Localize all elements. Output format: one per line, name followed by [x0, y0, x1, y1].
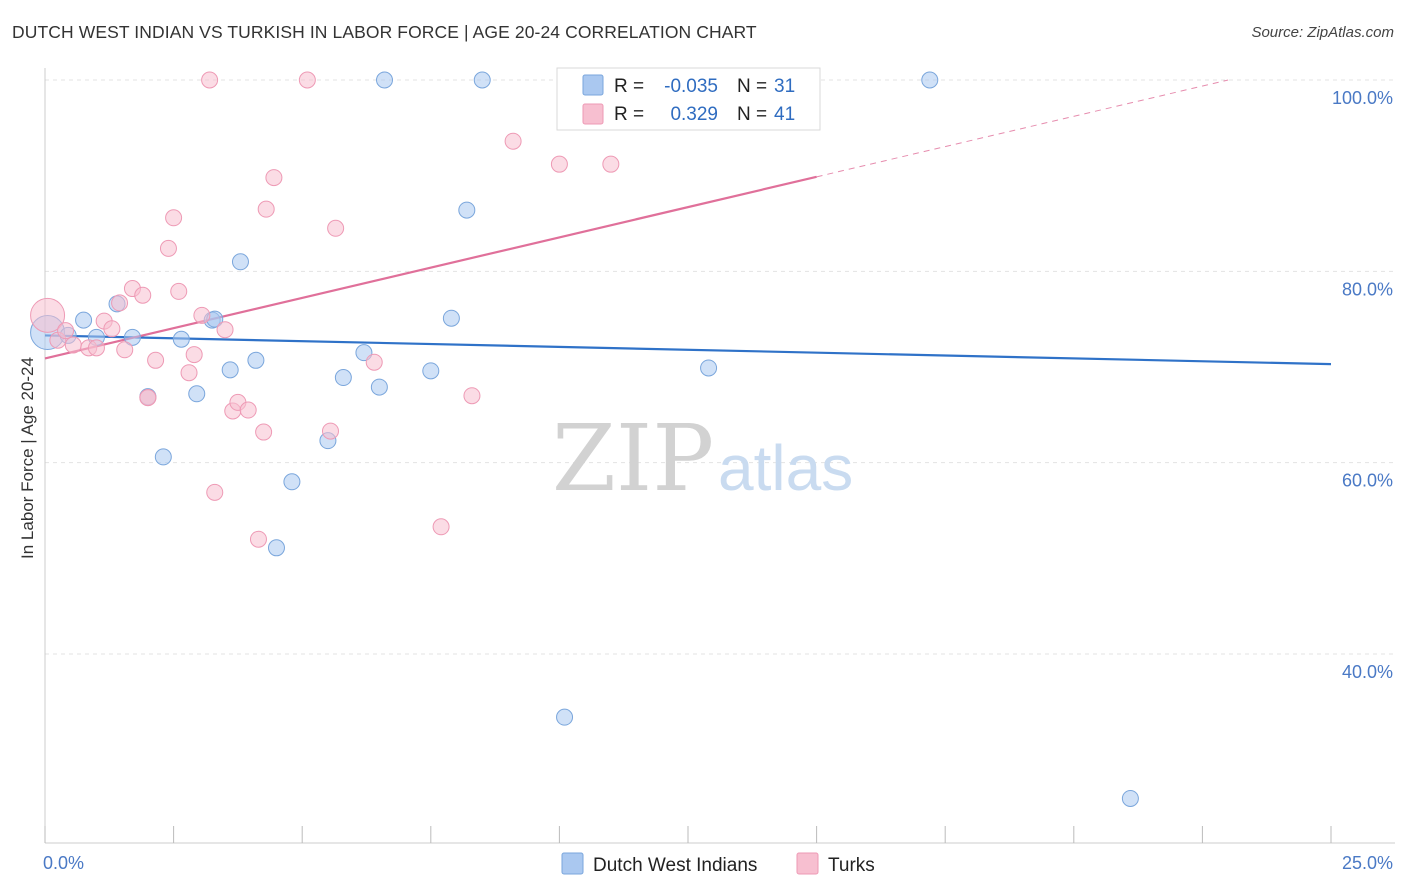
x-tick-label: 25.0% [1342, 853, 1393, 873]
point-turks [201, 71, 219, 89]
point-turks [504, 132, 522, 150]
legend-n-label: N = [737, 104, 767, 125]
point-turks [206, 483, 224, 501]
point-turks [327, 219, 345, 237]
point-dutch-west-indians [458, 201, 476, 219]
point-dutch-west-indians [334, 369, 352, 387]
y-axis-title: In Labor Force | Age 20-24 [18, 357, 37, 559]
legend-r-value: -0.035 [664, 76, 718, 97]
point-turks [602, 155, 620, 173]
trendline-turks-extension [816, 79, 1229, 178]
point-turks [180, 364, 198, 382]
y-tick-label: 40.0% [1342, 662, 1393, 682]
point-turks [165, 209, 183, 227]
legend-n-value: 31 [774, 76, 795, 97]
point-dutch-west-indians [370, 378, 388, 396]
legend-r-value: 0.329 [670, 104, 718, 125]
point-dutch-west-indians [700, 359, 718, 377]
legend-label-turks: Turks [828, 855, 875, 876]
point-dutch-west-indians [154, 448, 172, 466]
y-tick-label: 60.0% [1342, 471, 1393, 491]
watermark: ZIP atlas [552, 405, 853, 512]
point-turks [249, 530, 267, 548]
y-tick-label: 100.0% [1332, 88, 1393, 108]
legend-swatch-turks [796, 852, 819, 875]
x-tick-label: 0.0% [43, 853, 84, 873]
legend-n-label: N = [737, 76, 767, 97]
point-turks [298, 71, 316, 89]
point-turks [170, 282, 188, 300]
point-dutch-west-indians [221, 361, 239, 379]
point-turks [87, 339, 105, 357]
point-turks [365, 353, 383, 371]
point-dutch-west-indians [1121, 789, 1139, 807]
point-dutch-west-indians [442, 309, 460, 327]
legend-swatch-blue [582, 74, 604, 96]
gridlines [45, 79, 1395, 655]
point-dutch-west-indians [283, 473, 301, 491]
chart-title: DUTCH WEST INDIAN VS TURKISH IN LABOR FO… [12, 22, 757, 42]
point-dutch-west-indians [267, 539, 285, 557]
point-dutch-west-indians [75, 311, 93, 329]
trend-lines [44, 79, 1332, 366]
point-turks [432, 518, 450, 536]
legend-swatch-pink [582, 103, 604, 125]
point-turks [255, 423, 273, 441]
legend-r-label: R = [614, 104, 644, 125]
point-turks [216, 321, 234, 339]
point-dutch-west-indians [172, 330, 190, 348]
point-turks [64, 336, 82, 354]
point-turks [116, 341, 134, 359]
point-turks [147, 351, 165, 369]
point-dutch-west-indians [247, 351, 265, 369]
point-turks [159, 239, 177, 257]
point-dutch-west-indians [123, 328, 141, 346]
point-dutch-west-indians [473, 71, 491, 89]
point-dutch-west-indians [231, 253, 249, 271]
legend-swatch-dutch-west-indians [561, 852, 584, 875]
data-points [30, 71, 1139, 807]
point-turks [134, 286, 152, 304]
legend-label-dutch-west-indians: Dutch West Indians [593, 855, 757, 876]
point-turks [185, 346, 203, 364]
point-turks [193, 306, 211, 324]
point-turks [103, 320, 121, 338]
point-dutch-west-indians [422, 362, 440, 380]
point-turks [463, 387, 481, 405]
trendline-turks [44, 175, 817, 360]
point-dutch-west-indians [921, 71, 939, 89]
legend-n-value: 41 [774, 104, 795, 125]
axes [44, 68, 1395, 844]
watermark-atlas: atlas [718, 432, 853, 504]
point-turks [111, 294, 129, 312]
point-turks [139, 389, 157, 407]
tick-labels: 40.0% 60.0% 80.0% 100.0% 0.0% 25.0% [43, 88, 1393, 873]
point-turks [30, 297, 66, 333]
watermark-zip: ZIP [552, 405, 714, 512]
point-turks [239, 401, 257, 419]
point-dutch-west-indians [376, 71, 394, 89]
series-legend: Dutch West Indians Turks [561, 852, 875, 876]
y-tick-label: 80.0% [1342, 279, 1393, 299]
correlation-legend: R = -0.035 N = 31 R = 0.329 N = 41 [556, 67, 821, 131]
source-label: Source: ZipAtlas.com [1251, 24, 1394, 41]
point-turks [550, 155, 568, 173]
point-turks [321, 422, 339, 440]
point-dutch-west-indians [556, 708, 574, 726]
trendline-dutch-west-indians [44, 334, 1332, 366]
legend-r-label: R = [614, 76, 644, 97]
point-dutch-west-indians [188, 385, 206, 403]
point-turks [265, 169, 283, 187]
point-turks [257, 200, 275, 218]
point-turks [57, 322, 75, 340]
